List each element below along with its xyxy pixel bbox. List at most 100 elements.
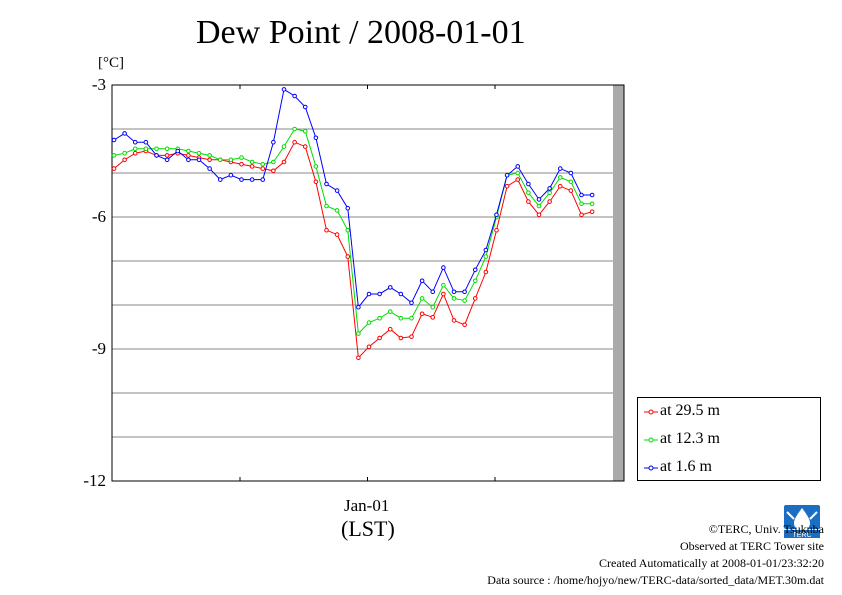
data-point (207, 157, 212, 163)
data-point (302, 144, 308, 149)
data-point (313, 164, 319, 169)
data-point (568, 188, 574, 193)
y-tick-label: -9 (91, 339, 106, 358)
y-axis-unit: [°C] (98, 55, 124, 71)
data-point (334, 188, 340, 193)
future-time-band (613, 85, 624, 481)
data-point (409, 300, 414, 306)
data-point (441, 282, 446, 288)
data-point (526, 181, 531, 187)
data-point (186, 153, 191, 158)
data-point (557, 166, 563, 171)
data-point (239, 177, 244, 182)
x-tick-label: Jan-01 (344, 496, 390, 515)
data-point (526, 190, 531, 196)
data-point (207, 166, 212, 171)
data-point (515, 164, 521, 169)
legend-label: at 1.6 m (660, 458, 712, 475)
data-point (419, 278, 425, 284)
data-point (589, 201, 595, 207)
data-point (483, 254, 489, 259)
data-point (462, 298, 467, 303)
legend-marker-green (644, 437, 658, 443)
legend-marker-blue (644, 465, 658, 471)
data-point (217, 177, 223, 182)
data-point (494, 227, 499, 233)
data-point (334, 208, 340, 213)
data-point (515, 177, 521, 182)
data-point (494, 212, 499, 218)
grid-lines (112, 128, 624, 438)
data-point (547, 186, 552, 191)
data-point (111, 166, 117, 171)
data-point (260, 161, 266, 167)
y-tick-label: -12 (83, 471, 106, 490)
data-point (387, 309, 393, 314)
y-tick-label: -6 (91, 207, 106, 226)
data-point (313, 179, 319, 185)
data-point (568, 179, 574, 185)
data-point (143, 139, 149, 145)
data-point (430, 289, 436, 295)
legend-marker-red (644, 409, 658, 415)
data-point (504, 183, 510, 189)
data-point (281, 144, 287, 149)
data-point (186, 148, 191, 154)
data-point (260, 177, 266, 182)
footer-source: Data source : /home/hojyo/new/TERC-data/… (487, 573, 824, 587)
chart-title: Dew Point / 2008-01-01 (196, 14, 526, 51)
data-point (143, 146, 149, 152)
data-point (217, 157, 223, 163)
series-line-1 (113, 128, 593, 335)
data-point (111, 153, 117, 158)
data-point (186, 157, 191, 163)
data-point (579, 192, 584, 198)
data-point (164, 146, 170, 152)
data-point (451, 296, 457, 301)
data-point (430, 304, 436, 310)
data-point (334, 232, 340, 237)
data-point (122, 150, 127, 156)
data-point (451, 318, 457, 323)
data-point (239, 155, 244, 160)
data-point (302, 104, 308, 110)
data-point (345, 205, 351, 211)
data-point (557, 175, 563, 180)
data-point (164, 153, 170, 158)
data-point (345, 227, 351, 233)
data-point (345, 254, 351, 259)
legend: at 29.5 m at 12.3 m at 1.6 m (637, 397, 821, 481)
data-point (324, 181, 329, 187)
data-point (472, 296, 478, 301)
terc-logo: TERC (784, 505, 820, 539)
data-point (568, 170, 574, 176)
data-point (132, 146, 138, 152)
series-line-2 (113, 88, 593, 309)
data-point (472, 278, 478, 284)
data-point (366, 320, 372, 325)
data-point (589, 192, 595, 198)
data-point (196, 157, 202, 163)
data-point (366, 344, 372, 350)
data-point (462, 289, 467, 295)
data-point (547, 190, 552, 196)
data-point (207, 153, 212, 158)
data-point (441, 291, 446, 297)
data-point (377, 315, 382, 321)
data-point (249, 177, 255, 182)
data-point (271, 168, 276, 174)
data-point (483, 247, 489, 253)
data-point (398, 335, 404, 341)
data-point (196, 150, 202, 156)
data-point (504, 172, 510, 178)
axis-ticks (239, 85, 496, 481)
data-point (249, 164, 255, 169)
legend-label: at 29.5 m (660, 402, 720, 419)
data-point (483, 269, 489, 275)
data-point (292, 93, 297, 99)
data-point (387, 285, 393, 290)
data-point (536, 197, 542, 202)
data-point (111, 137, 117, 143)
data-point (260, 166, 266, 171)
legend-label: at 12.3 m (660, 430, 720, 447)
